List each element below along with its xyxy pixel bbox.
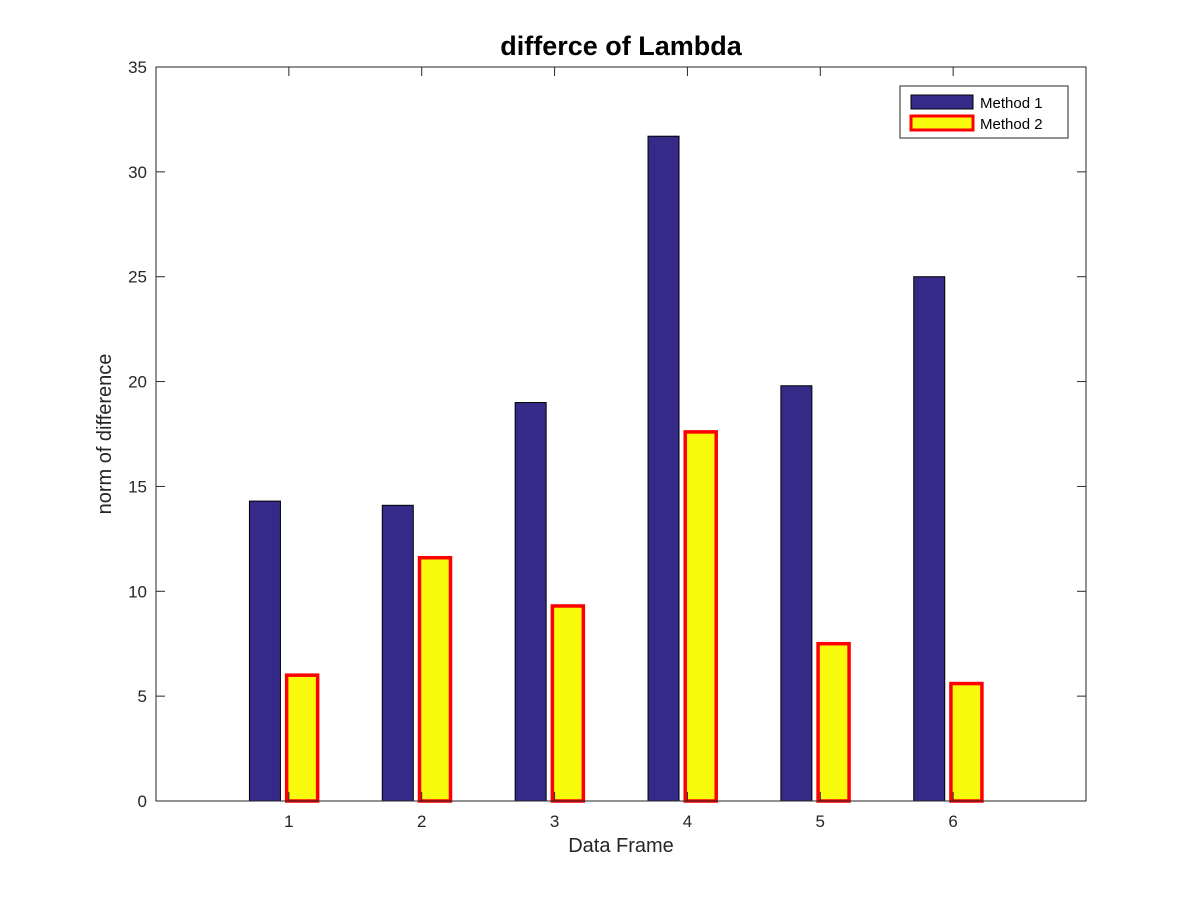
bar-method-2-frame-2 (417, 555, 453, 803)
bar-method-2-frame-3 (550, 604, 586, 803)
y-tick-label: 10 (128, 582, 147, 601)
y-ticks: 0 5 10 15 20 25 30 35 (128, 58, 1086, 811)
axes-box (155, 66, 1087, 802)
bar-method-1-frame-5 (780, 385, 813, 802)
bar-method-2-frame-4 (683, 430, 718, 803)
y-tick-label: 35 (128, 58, 147, 77)
bar-method-1-frame-2 (381, 504, 414, 802)
x-tick-label: 5 (816, 812, 825, 831)
bar-method-2-frame-5 (816, 641, 851, 803)
x-tick-label: 2 (417, 812, 426, 831)
legend-label-method-2: Method 2 (980, 116, 1043, 133)
legend-swatch-method-2 (909, 114, 975, 132)
y-tick-label: 5 (138, 687, 147, 706)
x-ticks: 1 2 3 4 5 6 (284, 67, 958, 831)
x-axis-label: Data Frame (568, 835, 674, 857)
bars-layer (248, 135, 984, 803)
x-tick-label: 3 (550, 812, 559, 831)
bar-method-1-frame-3 (514, 402, 547, 802)
bar-method-2-frame-1 (284, 673, 320, 803)
chart-title: differce of Lambda (500, 31, 743, 61)
y-tick-label: 30 (128, 163, 147, 182)
y-tick-label: 25 (128, 268, 147, 287)
bar-method-2-frame-6 (949, 681, 984, 803)
legend-swatch-method-1 (910, 94, 974, 110)
bar-method-1-frame-1 (248, 500, 281, 802)
y-tick-label: 20 (128, 373, 147, 392)
y-tick-label: 15 (128, 477, 147, 496)
y-axis-label: norm of difference (94, 354, 116, 515)
legend: Method 1 Method 2 (899, 85, 1069, 139)
y-tick-label: 0 (138, 792, 147, 811)
x-tick-label: 1 (284, 812, 293, 831)
x-tick-label: 4 (683, 812, 692, 831)
bar-method-1-frame-6 (913, 276, 946, 802)
legend-label-method-1: Method 1 (980, 95, 1043, 112)
x-tick-label: 6 (948, 812, 957, 831)
bar-method-1-frame-4 (647, 135, 680, 802)
